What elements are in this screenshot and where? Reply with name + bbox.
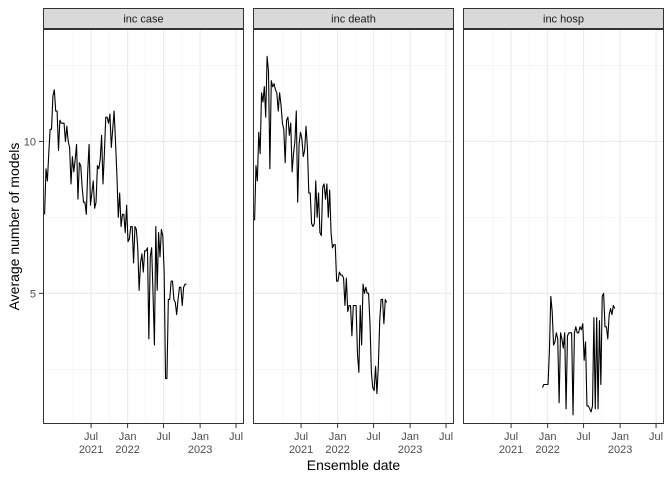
x-tick-label: Jan <box>119 431 137 443</box>
panel-background <box>253 29 454 424</box>
x-tick-label-year: 2022 <box>325 444 349 456</box>
facet-strip-label: inc death <box>331 14 376 26</box>
series-line <box>44 89 187 379</box>
series-line <box>254 55 388 395</box>
x-tick-label: Jan <box>329 431 347 443</box>
facet-strip-label: inc case <box>123 14 163 26</box>
facet-strip-label: inc hosp <box>543 14 584 26</box>
x-tick-label-year: 2022 <box>535 444 559 456</box>
panel-border <box>253 29 454 424</box>
x-tick-label: Jul <box>367 431 381 443</box>
x-tick-label-year: 2023 <box>398 444 422 456</box>
x-tick-label-year: 2022 <box>115 444 139 456</box>
x-tick-label-year: 2023 <box>608 444 632 456</box>
x-tick-label: Jan <box>539 431 557 443</box>
x-tick-label: Jan <box>611 431 629 443</box>
y-tick-label: 10 <box>24 136 36 148</box>
x-tick-label-year: 2021 <box>499 444 523 456</box>
x-tick-label: Jul <box>84 431 98 443</box>
x-tick-label-year: 2021 <box>79 444 103 456</box>
x-tick-label: Jul <box>439 431 453 443</box>
x-tick-label: Jul <box>294 431 308 443</box>
panel-border <box>463 29 664 424</box>
series-line <box>541 292 616 416</box>
panel-background <box>463 29 664 424</box>
x-tick-label: Jul <box>649 431 663 443</box>
facet-strip <box>253 8 454 29</box>
x-tick-label: Jul <box>229 431 243 443</box>
y-axis-title: Average number of models <box>6 143 22 311</box>
x-tick-label: Jan <box>191 431 209 443</box>
panel-border <box>43 29 244 424</box>
x-tick-label: Jul <box>504 431 518 443</box>
facet-strip <box>463 8 664 29</box>
x-tick-label: Jan <box>401 431 419 443</box>
x-tick-label: Jul <box>577 431 591 443</box>
facet-strip <box>43 8 244 29</box>
x-tick-label-year: 2023 <box>188 444 212 456</box>
panel-background <box>43 29 244 424</box>
x-axis-title: Ensemble date <box>307 457 401 473</box>
x-tick-label-year: 2021 <box>289 444 313 456</box>
y-tick-label: 5 <box>30 288 36 300</box>
x-tick-label: Jul <box>157 431 171 443</box>
